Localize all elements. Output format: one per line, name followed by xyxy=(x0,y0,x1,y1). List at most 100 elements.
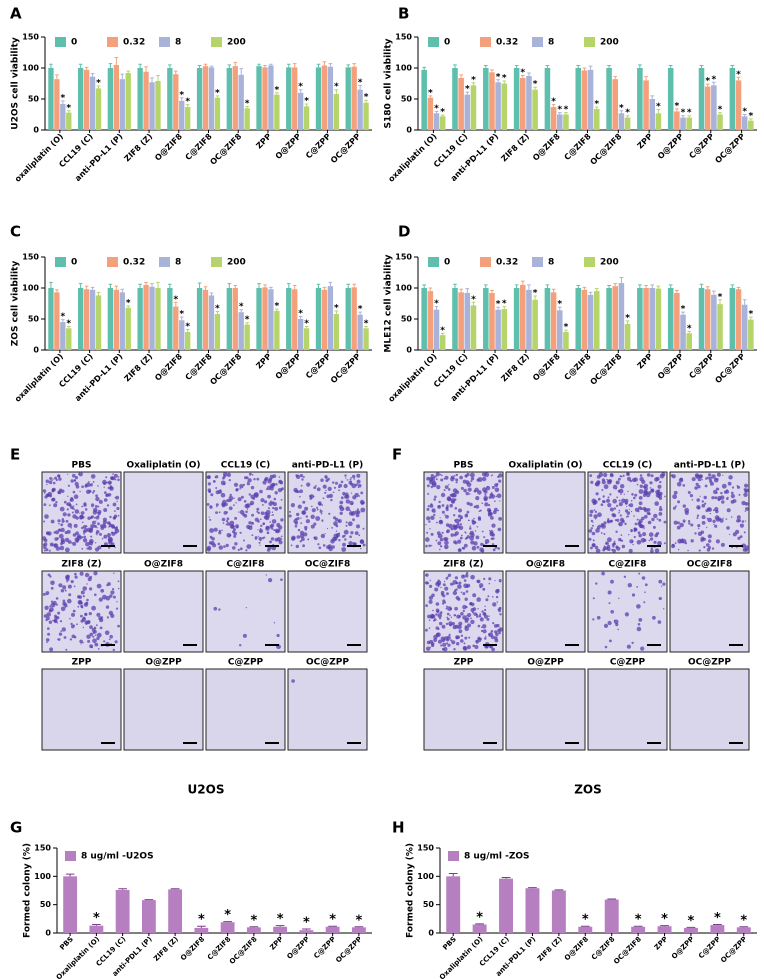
colony xyxy=(353,510,355,513)
colony xyxy=(233,482,239,487)
colony xyxy=(114,528,120,534)
significance-label: * xyxy=(334,303,339,313)
colony xyxy=(76,535,82,541)
colony xyxy=(697,485,701,489)
colony xyxy=(446,529,450,533)
x-tick-label: OC@ZIF8 xyxy=(208,132,243,167)
colony xyxy=(632,478,636,482)
colony xyxy=(428,476,434,482)
colony xyxy=(644,583,648,587)
colony xyxy=(433,498,437,501)
colony xyxy=(496,483,499,486)
colony xyxy=(117,476,120,478)
significance-label: * xyxy=(428,88,433,98)
colony xyxy=(435,472,440,477)
y-axis-label: Formed colony (%) xyxy=(406,843,416,938)
colony xyxy=(93,630,97,634)
colony xyxy=(260,524,263,527)
error-bar xyxy=(286,63,291,68)
bar xyxy=(711,85,717,130)
colony xyxy=(439,611,443,614)
error-bar xyxy=(514,65,519,68)
bar xyxy=(54,79,60,130)
error-bar xyxy=(55,74,59,80)
bar xyxy=(464,94,471,130)
significance-label: * xyxy=(364,93,369,103)
bar xyxy=(499,878,514,933)
colony xyxy=(607,518,610,521)
colony xyxy=(633,496,636,500)
bar xyxy=(220,922,235,933)
colony xyxy=(259,527,262,530)
colony xyxy=(229,520,235,526)
colony xyxy=(477,608,479,610)
colony xyxy=(74,509,80,514)
significance-label: * xyxy=(245,99,250,109)
colony xyxy=(619,514,622,517)
colony xyxy=(109,486,113,490)
colony xyxy=(650,537,654,541)
significance-label: * xyxy=(619,103,624,113)
colony xyxy=(447,488,451,491)
legend-swatch xyxy=(532,257,543,267)
error-bar xyxy=(245,322,249,325)
colony xyxy=(615,480,620,485)
colony xyxy=(457,584,462,589)
colony xyxy=(209,528,215,533)
colony xyxy=(653,540,657,544)
error-bar xyxy=(233,61,238,67)
colony xyxy=(256,507,260,511)
colony xyxy=(264,476,269,481)
colony xyxy=(57,638,59,640)
colony xyxy=(215,487,218,489)
colony xyxy=(660,585,663,587)
colony xyxy=(618,511,620,514)
bar xyxy=(196,68,203,130)
colony xyxy=(306,482,311,487)
colony xyxy=(358,534,361,537)
colony xyxy=(612,498,617,504)
colony xyxy=(259,518,262,521)
colony xyxy=(708,539,712,543)
colony xyxy=(497,509,500,512)
colony xyxy=(117,514,120,517)
colony xyxy=(220,480,226,486)
colony xyxy=(697,527,700,530)
colony xyxy=(239,484,244,489)
colony xyxy=(218,511,221,514)
colony xyxy=(496,601,499,603)
colony xyxy=(620,539,623,542)
bar xyxy=(149,82,155,130)
colony xyxy=(273,497,277,501)
bar xyxy=(297,319,304,350)
colony xyxy=(459,536,463,540)
colony xyxy=(657,620,662,624)
colony xyxy=(427,614,431,619)
colony xyxy=(359,499,365,505)
bar xyxy=(657,926,672,933)
colony xyxy=(626,472,630,476)
significance-label: * xyxy=(533,289,538,299)
legend-label: 200 xyxy=(227,38,246,48)
colony xyxy=(80,606,84,609)
colony xyxy=(110,613,115,619)
bar xyxy=(710,925,725,933)
colony xyxy=(603,500,606,503)
bar xyxy=(256,288,262,350)
colony xyxy=(492,602,497,607)
panel-label: H xyxy=(392,819,405,837)
significance-label: * xyxy=(245,315,250,325)
colony xyxy=(588,529,593,533)
significance-label: * xyxy=(364,319,369,329)
error-bar xyxy=(223,921,232,923)
bar xyxy=(214,314,221,350)
colony xyxy=(60,606,66,612)
colony xyxy=(476,545,480,549)
colony xyxy=(627,583,632,588)
bar xyxy=(238,74,244,130)
error-bar xyxy=(269,286,273,290)
colony xyxy=(225,520,229,523)
colony xyxy=(246,544,252,549)
colony xyxy=(269,521,272,523)
legend-swatch xyxy=(55,37,66,47)
